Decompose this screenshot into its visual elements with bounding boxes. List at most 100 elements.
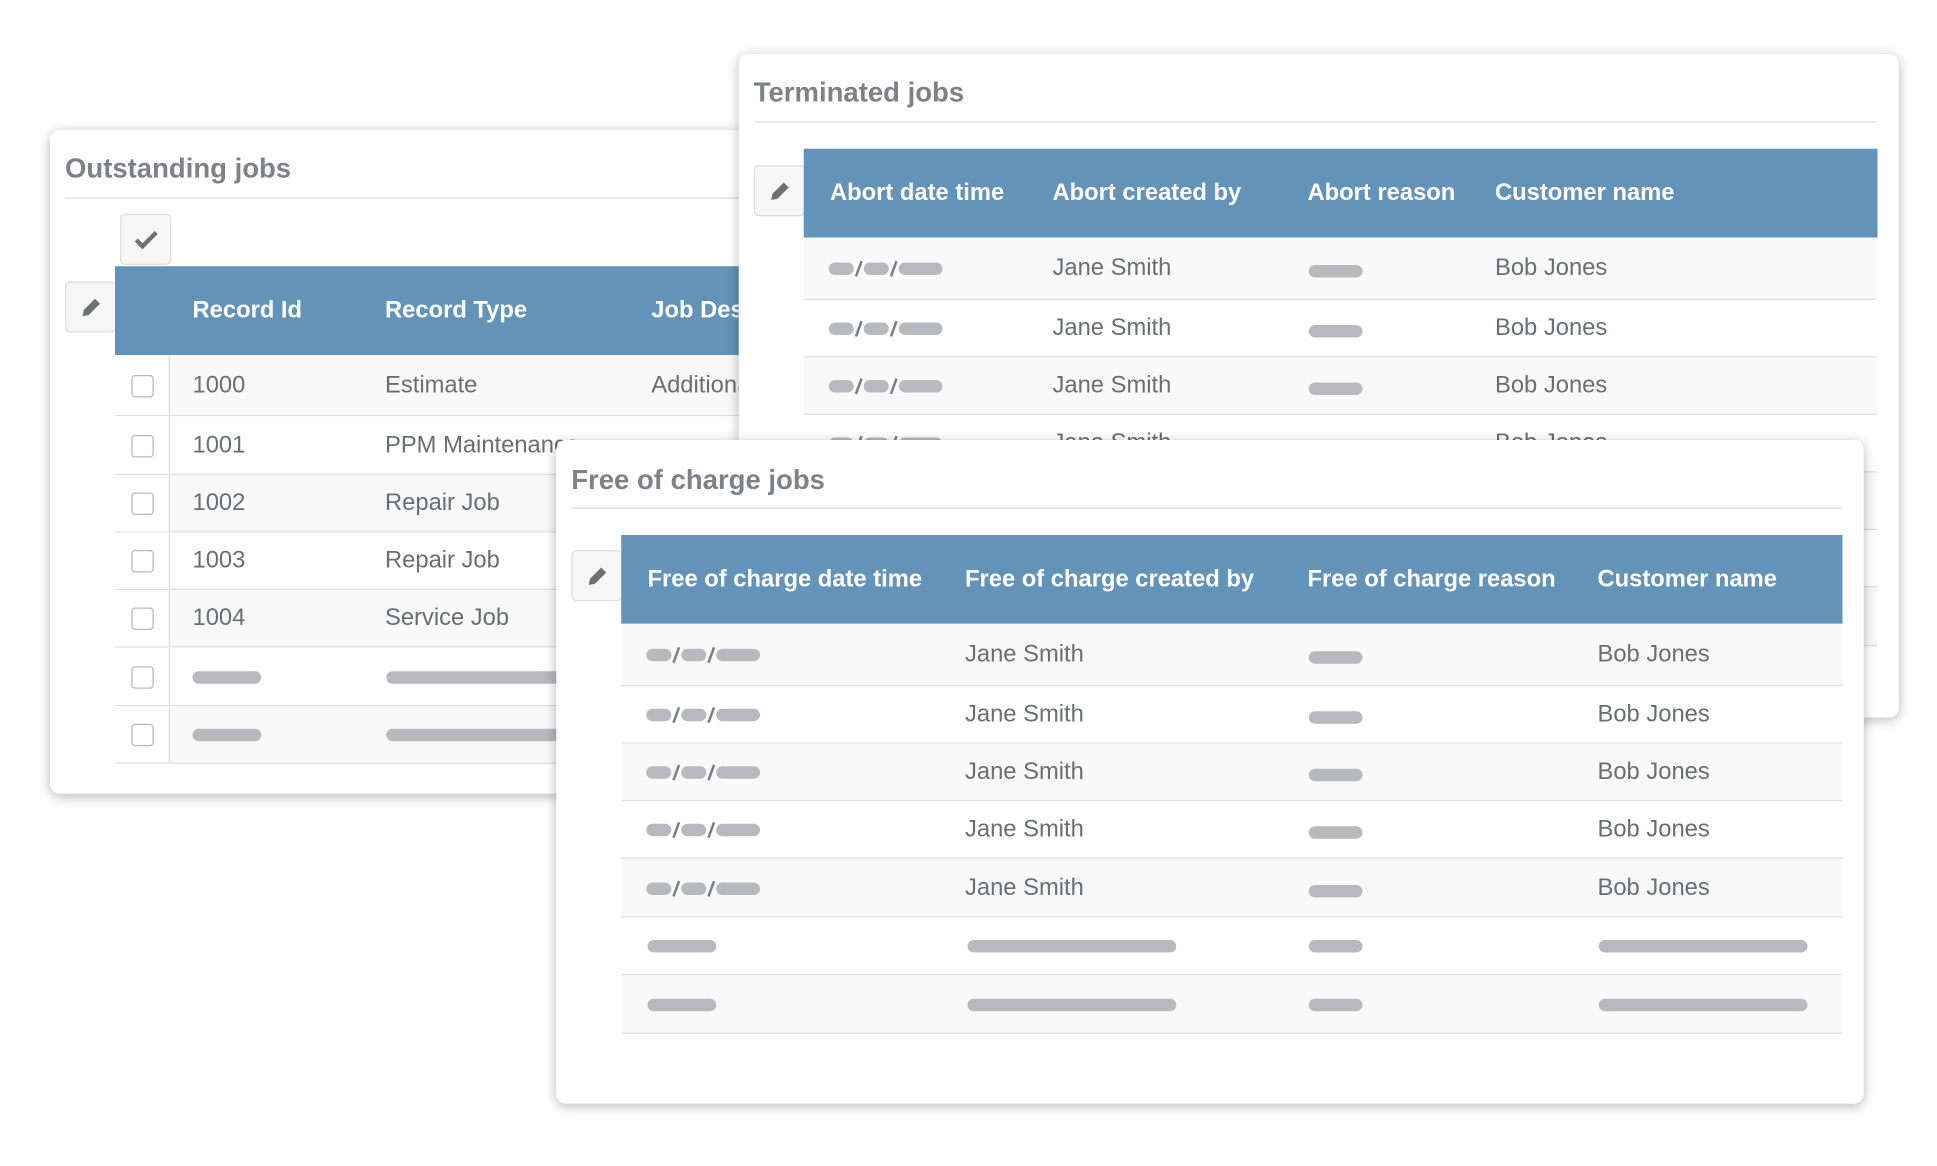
table-row	[621, 975, 1843, 1034]
card-title: Outstanding jobs	[65, 152, 292, 184]
table-cell: Bob Jones	[1597, 701, 1710, 728]
column-header: Free of charge reason	[1307, 565, 1556, 592]
row-checkbox[interactable]	[131, 665, 154, 689]
table-cell: Bob Jones	[1597, 758, 1710, 785]
text-placeholder	[1308, 265, 1363, 278]
date-placeholder	[681, 881, 707, 895]
text-placeholder	[1308, 651, 1363, 664]
column-header: Abort created by	[1052, 179, 1242, 206]
table-row: Jane Smith Bob Jones	[621, 743, 1843, 802]
date-separator	[889, 260, 898, 277]
date-placeholder	[716, 823, 760, 837]
table-cell: Bob Jones	[1495, 315, 1608, 342]
column-header: Customer name	[1597, 565, 1778, 592]
row-checkbox[interactable]	[131, 434, 154, 457]
row-checkbox[interactable]	[131, 607, 154, 630]
text-placeholder	[1598, 998, 1808, 1011]
text-placeholder	[967, 998, 1177, 1011]
table-row: Jane Smith Bob Jones	[803, 300, 1878, 358]
text-placeholder	[386, 728, 595, 742]
table-cell: Jane Smith	[1052, 255, 1172, 282]
text-placeholder	[1308, 998, 1363, 1011]
date-placeholder	[828, 322, 854, 335]
table-cell: PPM Maintenance	[385, 431, 580, 459]
table-cell: Service Job	[385, 605, 510, 632]
edit-button[interactable]	[753, 165, 805, 217]
row-checkbox[interactable]	[131, 723, 154, 747]
text-placeholder	[1308, 884, 1363, 897]
edit-button[interactable]	[571, 550, 623, 602]
date-placeholder	[646, 823, 672, 837]
table-cell: Jane Smith	[965, 874, 1084, 901]
table-cell: Bob Jones	[1495, 255, 1608, 282]
table-cell: Bob Jones	[1495, 372, 1608, 399]
date-separator	[707, 764, 716, 781]
table-row: Jane Smith Bob Jones	[621, 801, 1843, 859]
text-placeholder	[647, 998, 717, 1011]
free_of_charge-card: Free of charge jobs Free of charge date t…	[556, 440, 1864, 1104]
table-cell: 1002	[192, 490, 246, 517]
edit-button[interactable]	[65, 281, 117, 333]
date-placeholder	[716, 648, 760, 662]
table-row: Jane Smith Bob Jones	[803, 357, 1878, 415]
table-row: 1000 Estimate Additional	[115, 355, 825, 417]
table-cell: Jane Smith	[1052, 315, 1172, 342]
date-placeholder	[646, 881, 672, 895]
table-header	[115, 266, 825, 355]
text-placeholder	[386, 670, 595, 684]
text-placeholder	[967, 940, 1177, 953]
date-separator	[854, 260, 863, 277]
date-placeholder	[716, 708, 760, 722]
row-checkbox[interactable]	[131, 492, 154, 515]
table-cell: Jane Smith	[965, 701, 1084, 728]
date-placeholder	[863, 262, 889, 275]
column-header: Record Type	[385, 296, 528, 324]
date-separator	[707, 646, 716, 664]
date-placeholder	[646, 708, 672, 722]
table-cell: 1000	[192, 371, 246, 399]
table-cell: Repair Job	[385, 547, 500, 574]
table-cell: Repair Job	[385, 490, 500, 517]
table-cell: 1003	[192, 547, 246, 574]
date-placeholder	[646, 648, 672, 662]
column-header: Abort date time	[830, 179, 1005, 206]
date-separator	[672, 646, 681, 664]
date-placeholder	[863, 380, 889, 393]
column-header: Free of charge created by	[965, 565, 1255, 592]
text-placeholder	[1598, 940, 1808, 953]
table-cell: Jane Smith	[965, 816, 1084, 843]
divider	[571, 507, 1842, 509]
text-placeholder	[1308, 711, 1363, 724]
divider	[65, 197, 803, 199]
table-row: Jane Smith Bob Jones	[621, 858, 1843, 918]
column-header: Free of charge date time	[647, 565, 923, 592]
text-placeholder	[1308, 325, 1363, 338]
date-placeholder	[646, 766, 672, 779]
date-placeholder	[863, 322, 889, 335]
table-cell: Jane Smith	[1052, 372, 1172, 399]
table-cell: Bob Jones	[1597, 816, 1710, 843]
date-placeholder	[681, 648, 707, 662]
text-placeholder	[647, 940, 717, 953]
column-header: Abort reason	[1307, 179, 1456, 206]
row-checkbox[interactable]	[131, 374, 154, 397]
text-placeholder	[192, 670, 262, 684]
table-row: Jane Smith Bob Jones	[621, 686, 1843, 744]
table-header	[621, 535, 1843, 624]
date-separator	[854, 320, 863, 337]
table-cell: 1004	[192, 605, 246, 632]
row-checkbox[interactable]	[131, 550, 154, 573]
card-title: Free of charge jobs	[571, 463, 825, 495]
table-cell: Bob Jones	[1597, 641, 1710, 668]
table-cell: Bob Jones	[1597, 874, 1710, 901]
date-placeholder	[716, 881, 760, 895]
select-all-button[interactable]	[120, 213, 172, 265]
date-separator	[707, 880, 716, 897]
date-separator	[854, 378, 863, 395]
date-placeholder	[681, 708, 707, 722]
text-placeholder	[1308, 382, 1363, 395]
date-separator	[672, 764, 681, 781]
table-row	[621, 917, 1843, 975]
